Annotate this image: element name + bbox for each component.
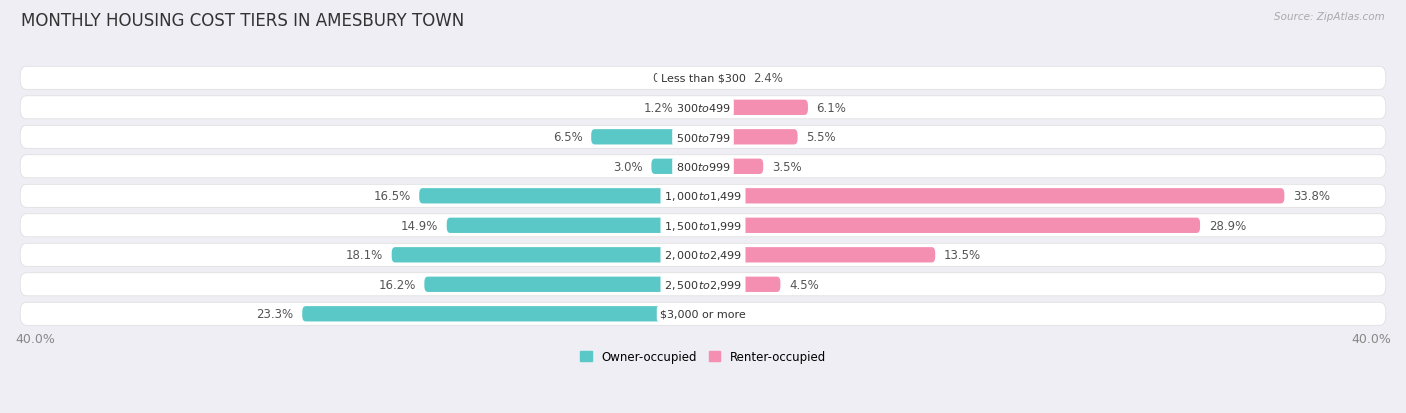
FancyBboxPatch shape xyxy=(703,277,780,292)
Text: 33.8%: 33.8% xyxy=(1294,190,1330,203)
FancyBboxPatch shape xyxy=(425,277,703,292)
Text: Source: ZipAtlas.com: Source: ZipAtlas.com xyxy=(1274,12,1385,22)
FancyBboxPatch shape xyxy=(703,189,1284,204)
Text: MONTHLY HOUSING COST TIERS IN AMESBURY TOWN: MONTHLY HOUSING COST TIERS IN AMESBURY T… xyxy=(21,12,464,30)
Text: 4.5%: 4.5% xyxy=(789,278,818,291)
Text: $3,000 or more: $3,000 or more xyxy=(661,309,745,319)
Text: $300 to $499: $300 to $499 xyxy=(675,102,731,114)
FancyBboxPatch shape xyxy=(703,247,935,263)
FancyBboxPatch shape xyxy=(20,273,1386,296)
Text: 16.5%: 16.5% xyxy=(374,190,411,203)
Text: $2,000 to $2,499: $2,000 to $2,499 xyxy=(664,249,742,262)
FancyBboxPatch shape xyxy=(419,189,703,204)
FancyBboxPatch shape xyxy=(703,100,808,116)
FancyBboxPatch shape xyxy=(703,159,763,175)
Text: 23.3%: 23.3% xyxy=(256,308,294,320)
FancyBboxPatch shape xyxy=(697,71,703,86)
Text: 1.2%: 1.2% xyxy=(644,102,673,114)
FancyBboxPatch shape xyxy=(20,67,1386,90)
Text: 28.9%: 28.9% xyxy=(1209,219,1246,232)
FancyBboxPatch shape xyxy=(591,130,703,145)
FancyBboxPatch shape xyxy=(20,126,1386,149)
Text: 3.5%: 3.5% xyxy=(772,160,801,173)
Text: 5.5%: 5.5% xyxy=(806,131,835,144)
Text: 18.1%: 18.1% xyxy=(346,249,382,262)
FancyBboxPatch shape xyxy=(703,71,744,86)
Legend: Owner-occupied, Renter-occupied: Owner-occupied, Renter-occupied xyxy=(575,346,831,368)
Text: 3.0%: 3.0% xyxy=(613,160,643,173)
FancyBboxPatch shape xyxy=(20,303,1386,325)
Text: $500 to $799: $500 to $799 xyxy=(675,131,731,143)
FancyBboxPatch shape xyxy=(302,306,703,322)
Text: 0.31%: 0.31% xyxy=(652,72,689,85)
FancyBboxPatch shape xyxy=(20,244,1386,267)
Text: 40.0%: 40.0% xyxy=(1351,332,1391,345)
Text: 40.0%: 40.0% xyxy=(15,332,55,345)
FancyBboxPatch shape xyxy=(20,97,1386,119)
FancyBboxPatch shape xyxy=(20,185,1386,208)
FancyBboxPatch shape xyxy=(20,214,1386,237)
FancyBboxPatch shape xyxy=(682,100,703,116)
FancyBboxPatch shape xyxy=(447,218,703,233)
Text: 16.2%: 16.2% xyxy=(378,278,416,291)
Text: 6.1%: 6.1% xyxy=(817,102,846,114)
FancyBboxPatch shape xyxy=(651,159,703,175)
FancyBboxPatch shape xyxy=(703,218,1201,233)
FancyBboxPatch shape xyxy=(392,247,703,263)
Text: 0.0%: 0.0% xyxy=(711,308,741,320)
FancyBboxPatch shape xyxy=(20,155,1386,178)
Text: $800 to $999: $800 to $999 xyxy=(675,161,731,173)
Text: $2,500 to $2,999: $2,500 to $2,999 xyxy=(664,278,742,291)
Text: 6.5%: 6.5% xyxy=(553,131,582,144)
Text: 2.4%: 2.4% xyxy=(752,72,783,85)
FancyBboxPatch shape xyxy=(703,130,797,145)
Text: 13.5%: 13.5% xyxy=(943,249,981,262)
Text: $1,000 to $1,499: $1,000 to $1,499 xyxy=(664,190,742,203)
Text: 14.9%: 14.9% xyxy=(401,219,439,232)
Text: $1,500 to $1,999: $1,500 to $1,999 xyxy=(664,219,742,232)
Text: Less than $300: Less than $300 xyxy=(661,74,745,83)
